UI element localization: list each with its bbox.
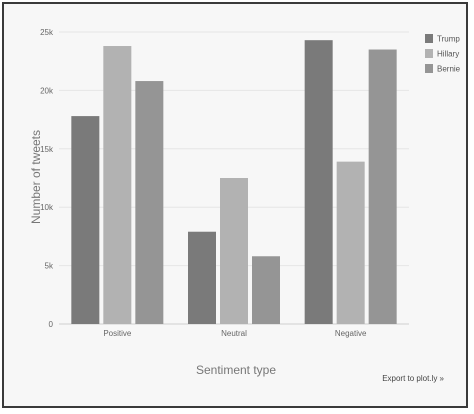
y-tick-label: 0 — [49, 320, 54, 329]
chart-frame: 0 5k 10k 15k 20k 25k Positive Neutral Negative … — [2, 2, 468, 408]
x-tick-label: Negative — [335, 329, 367, 338]
bar-bernie-positive — [135, 81, 164, 324]
y-axis-ticks: 0 5k 10k 15k 20k 25k — [40, 28, 54, 329]
bar-trump-negative — [304, 40, 333, 325]
legend-swatch-trump — [425, 34, 433, 43]
bar-trump-positive — [71, 116, 100, 324]
x-axis-title: Sentiment type — [196, 363, 276, 377]
bar-hillary-positive — [103, 46, 132, 325]
legend-label: Bernie — [437, 65, 461, 74]
legend-swatch-hillary — [425, 49, 433, 58]
y-axis-title: Number of tweets — [29, 130, 43, 224]
y-tick-label: 5k — [45, 262, 54, 271]
x-axis-ticks: Positive Neutral Negative — [103, 329, 367, 338]
legend-swatch-bernie — [425, 64, 433, 73]
y-tick-label: 20k — [40, 86, 54, 95]
bars — [71, 40, 397, 325]
export-to-plotly-link[interactable]: Export to plot.ly » — [382, 374, 444, 383]
y-tick-label: 15k — [40, 145, 54, 154]
x-tick-label: Positive — [103, 329, 132, 338]
bar-trump-neutral — [188, 231, 216, 324]
y-tick-label: 25k — [40, 28, 54, 37]
legend-label: Hillary — [437, 50, 459, 59]
legend-label: Trump — [437, 35, 460, 44]
bar-hillary-neutral — [220, 178, 248, 324]
bar-bernie-negative — [368, 49, 397, 325]
y-tick-label: 10k — [40, 203, 54, 212]
legend: Trump Hillary Bernie — [425, 34, 461, 74]
bar-hillary-negative — [336, 161, 365, 324]
bar-bernie-neutral — [252, 256, 280, 324]
x-tick-label: Neutral — [221, 329, 247, 338]
